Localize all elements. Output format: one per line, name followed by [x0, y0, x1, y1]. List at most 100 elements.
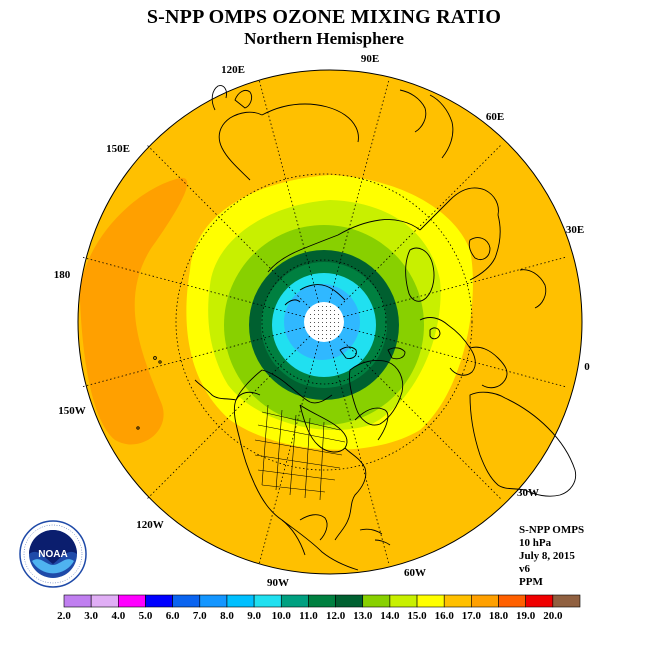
- lon-label-120e: 120E: [221, 64, 245, 76]
- stipple-dot: [318, 306, 319, 307]
- colorbar-boxes: [63, 594, 581, 608]
- colorbar-tick-label: 20.0: [543, 610, 563, 622]
- colorbar-tick-label: 6.0: [166, 610, 180, 622]
- noaa-logo-text: NOAA: [38, 549, 67, 560]
- colorbar-box: [416, 594, 445, 608]
- colorbar-tick-label: 17.0: [462, 610, 482, 622]
- stipple-dot: [310, 330, 311, 331]
- colorbar-box: [63, 594, 92, 608]
- colorbar-tick-label: 15.0: [407, 610, 427, 622]
- stipple-dot: [318, 314, 319, 315]
- colorbar-box: [199, 594, 228, 608]
- contour-17-band: [79, 177, 188, 445]
- lon-label-30w: 30W: [517, 487, 539, 499]
- polar-night-stipple: [310, 306, 339, 339]
- stipple-dot: [334, 326, 335, 327]
- lon-label-180: 180: [54, 269, 71, 281]
- lon-label-90w: 90W: [267, 577, 289, 589]
- ozone-field: [78, 70, 582, 574]
- stipple-dot: [310, 314, 311, 315]
- meridian-line: [337, 335, 503, 501]
- stipple-dot: [310, 326, 311, 327]
- stipple-dot: [334, 322, 335, 323]
- stipple-dot: [322, 314, 323, 315]
- map-boundary: [77, 69, 583, 575]
- info-level: 10 hPa: [519, 537, 552, 549]
- meridian-line: [80, 326, 305, 388]
- colorbar-tick-label: 12.0: [326, 610, 346, 622]
- stipple-dot: [314, 330, 315, 331]
- stipple-dot: [314, 318, 315, 319]
- stipple-dot: [330, 310, 331, 311]
- colorbar-box: [389, 594, 418, 608]
- meridian-line: [258, 78, 320, 303]
- stipple-dot: [338, 318, 339, 319]
- info-units: PPM: [519, 576, 543, 588]
- stipple-dot: [338, 322, 339, 323]
- noaa-logo: NOAA: [19, 520, 87, 588]
- colorbar-box: [90, 594, 119, 608]
- meridian-line: [328, 341, 390, 566]
- stipple-dot: [322, 310, 323, 311]
- stipple-dot: [322, 330, 323, 331]
- stipple-dot: [326, 326, 327, 327]
- stipple-dot: [330, 334, 331, 335]
- stipple-dot: [318, 334, 319, 335]
- latitude-circle: [175, 173, 473, 471]
- stipple-dot: [318, 326, 319, 327]
- colorbar-box: [145, 594, 173, 608]
- stipple-dot: [310, 322, 311, 323]
- info-instrument: S-NPP OMPS: [519, 524, 585, 536]
- stipple-dot: [318, 310, 319, 311]
- stipple-dot: [338, 326, 339, 327]
- meridian-line: [80, 256, 305, 318]
- colorbar-tick-label: 11.0: [299, 610, 318, 622]
- stipple-dot: [322, 334, 323, 335]
- colorbar-box: [118, 594, 146, 608]
- meridian-line: [337, 143, 503, 309]
- stipple-dot: [322, 338, 323, 339]
- stipple-dot: [314, 334, 315, 335]
- stipple-dot: [326, 322, 327, 323]
- meridian-line: [328, 78, 390, 303]
- meridian-line: [145, 335, 311, 501]
- stipple-dot: [330, 322, 331, 323]
- stipple-dot: [318, 322, 319, 323]
- stipple-dot: [322, 322, 323, 323]
- colorbar-box: [525, 594, 554, 608]
- lon-label-150w: 150W: [58, 405, 86, 417]
- no-data-pole: [304, 302, 344, 342]
- lon-label-150e: 150E: [106, 143, 130, 155]
- meridian-line: [343, 326, 568, 388]
- colorbar-tick-label: 14.0: [380, 610, 400, 622]
- stipple-dot: [310, 318, 311, 319]
- stipple-dot: [326, 314, 327, 315]
- graticule: [80, 78, 568, 566]
- colorbar-tick-label: 3.0: [84, 610, 98, 622]
- colorbar-box: [498, 594, 526, 608]
- stipple-dot: [326, 306, 327, 307]
- stipple-dot: [322, 318, 323, 319]
- stipple-dot: [314, 310, 315, 311]
- page-subtitle: Northern Hemisphere: [244, 29, 404, 48]
- lon-label-120w: 120W: [136, 519, 164, 531]
- stipple-dot: [318, 330, 319, 331]
- page-title: S-NPP OMPS OZONE MIXING RATIO: [146, 6, 502, 28]
- stipple-dot: [334, 334, 335, 335]
- stipple-dot: [314, 322, 315, 323]
- lon-label-90e: 90E: [361, 53, 379, 65]
- stipple-dot: [338, 314, 339, 315]
- coastlines: [136, 85, 577, 571]
- colorbar-box: [172, 594, 201, 608]
- colorbar-tick-label: 19.0: [516, 610, 536, 622]
- meridian-line: [343, 256, 568, 318]
- lon-label-30e: 30E: [566, 224, 584, 236]
- colorbar-tick-label: 2.0: [57, 610, 71, 622]
- colorbar-tick-label: 4.0: [111, 610, 125, 622]
- colorbar-box: [552, 594, 581, 608]
- colorbar-tick-label: 7.0: [193, 610, 207, 622]
- colorbar-box: [443, 594, 472, 608]
- colorbar-box: [308, 594, 336, 608]
- colorbar-tick-label: 10.0: [272, 610, 292, 622]
